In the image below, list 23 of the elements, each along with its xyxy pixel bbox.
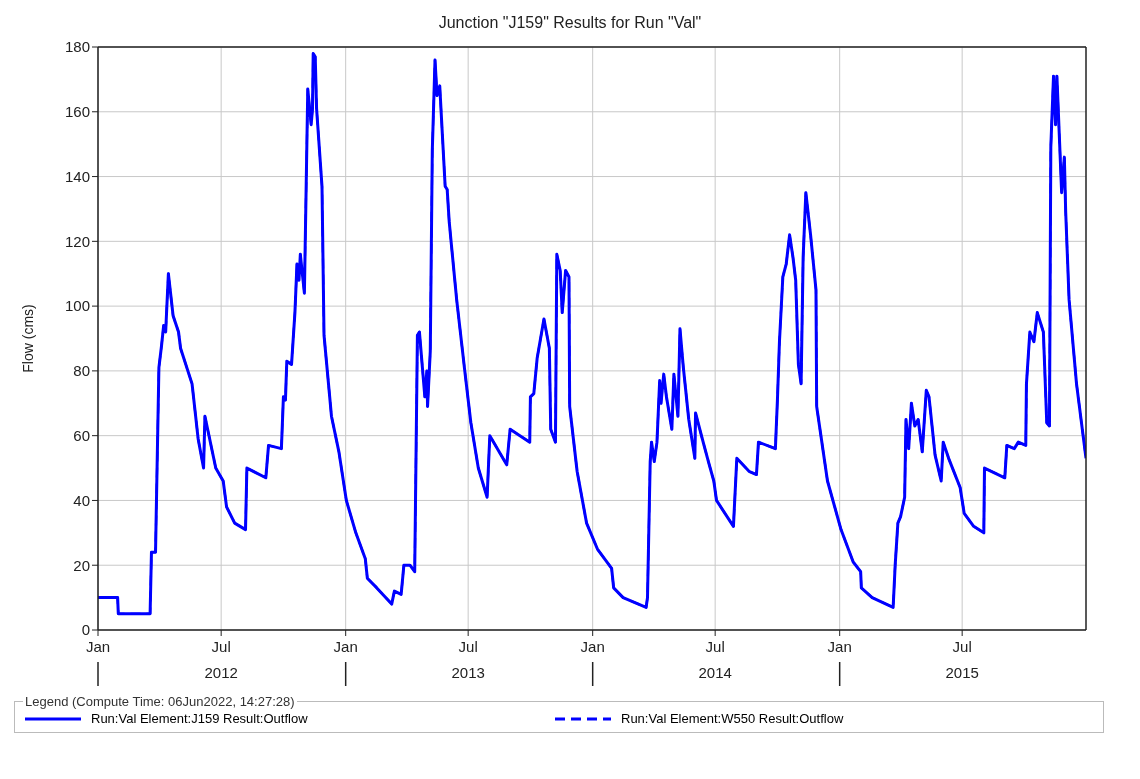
y-tick-label: 100 [64, 297, 90, 315]
x-tick-label: Jan [580, 638, 605, 655]
legend-label: Run:Val Element:W550 Result:Outflow [621, 711, 844, 726]
x-tick-label: Jul 2013 [451, 638, 485, 681]
legend-label: Run:Val Element:J159 Result:Outflow [91, 711, 308, 726]
y-tick-label: 80 [73, 362, 90, 380]
y-tick-label: 0 [81, 621, 90, 639]
legend-title: Legend (Compute Time: 06Jun2022, 14:27:28) [24, 694, 296, 709]
y-tick-label: 20 [73, 556, 90, 574]
y-tick-label: 40 [73, 491, 90, 509]
y-tick-label: 140 [64, 167, 90, 185]
y-tick-label: 120 [64, 232, 90, 250]
x-tick-label: Jul 2015 [945, 638, 979, 681]
x-tick-label: Jan [85, 638, 111, 655]
y-tick-label: 160 [64, 103, 90, 121]
y-axis-title: Flow (cms) [19, 304, 36, 373]
x-tick-label: Jan [827, 638, 852, 655]
y-tick-label: 180 [64, 38, 90, 56]
chart-title: Junction "J159" Results for Run "Val" [437, 13, 703, 33]
y-tick-label: 60 [73, 426, 90, 444]
x-tick-label: Jan [333, 638, 358, 655]
x-tick-label: Jul 2014 [698, 638, 732, 681]
x-tick-label: Jul 2012 [204, 638, 238, 681]
